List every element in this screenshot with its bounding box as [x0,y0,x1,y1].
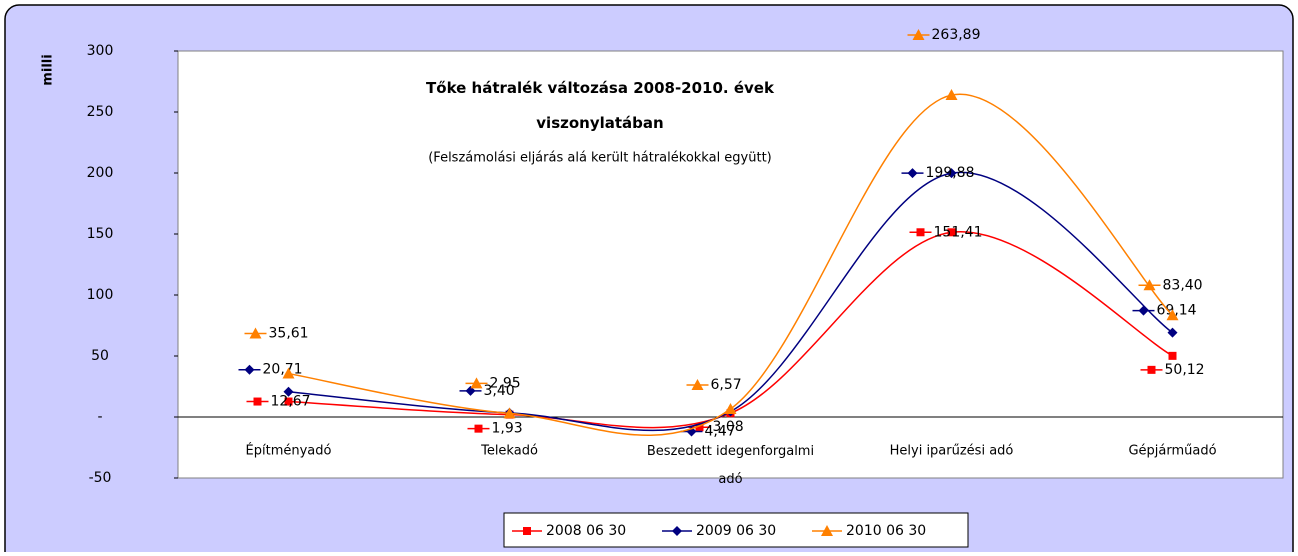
data-label: 12,67 [271,394,311,410]
marker [1147,365,1156,374]
y-tick-label: 250 [87,104,114,120]
x-tick-label: Beszedett idegenforgalmi adó [647,444,814,487]
marker [284,397,293,406]
data-label: 35,61 [269,326,309,342]
marker [253,397,262,406]
marker [1138,305,1149,316]
marker [907,168,918,179]
marker [244,364,255,375]
y-tick-label: - [97,409,102,425]
y-tick-label: -50 [89,470,112,486]
marker [523,527,531,535]
series-line [288,171,1173,432]
data-label: 3,40 [484,383,515,399]
marker [672,526,682,536]
marker [1166,309,1179,321]
y-tick-label: 200 [87,165,114,181]
x-tick-label: Gépjárműadó [1128,444,1216,459]
marker [503,407,516,419]
title-text-line: viszonylatában [536,114,663,132]
marker [695,423,704,432]
marker [912,29,925,41]
data-label: 199,88 [926,165,975,181]
marker [474,424,483,433]
marker [283,386,294,397]
chart-title: Tőke hátralék változása 2008-2010. évek v… [426,79,775,132]
x-tick-label-line: adó [718,472,742,487]
data-label: 1,93 [492,421,523,437]
marker [945,89,958,101]
data-label: 151,41 [934,224,983,240]
marker [724,402,737,414]
title-text: Tőke hátralék változása 2008-2010. évek [426,79,775,97]
data-label: 83,40 [1163,277,1203,293]
marker [470,377,483,389]
y-axis-label: milli [41,54,56,85]
y-tick-label: 150 [87,226,114,242]
series-line [288,231,1173,429]
legend-label: 2008 06 30 [546,523,626,539]
chart-subtitle: (Felszámolási eljárás alá került hátralé… [428,151,772,166]
marker [1143,279,1156,291]
data-label: 2,95 [490,375,521,391]
marker [1168,351,1177,360]
marker [916,228,925,237]
legend: 2008 06 30 2009 06 30 2010 06 30 [503,512,969,548]
data-label: 3,08 [713,419,744,435]
legend-box [503,512,969,548]
data-label: 6,57 [711,377,742,393]
marker [691,378,704,390]
x-tick-label-line: Beszedett idegenforgalmi [647,444,814,459]
y-tick-label: 300 [87,43,114,59]
marker [946,168,957,179]
marker [282,367,295,379]
marker [947,228,956,237]
data-label: 263,89 [932,27,981,43]
y-tick-label: 100 [87,287,114,303]
x-tick-label: Helyi iparűzési adó [890,444,1014,459]
x-tick-label: Építményadó [246,443,332,459]
marker [821,525,833,536]
data-label: 4,47 [705,424,736,440]
x-tick-label: Telekadó [480,444,538,459]
marker [249,327,262,339]
data-label: 69,14 [1157,303,1197,319]
legend-label: 2010 06 30 [846,523,926,539]
y-tick-label: 50 [91,348,109,364]
data-label: 50,12 [1165,362,1205,378]
marker [1167,327,1178,338]
legend-label: 2009 06 30 [696,523,776,539]
series-line [288,93,1174,437]
